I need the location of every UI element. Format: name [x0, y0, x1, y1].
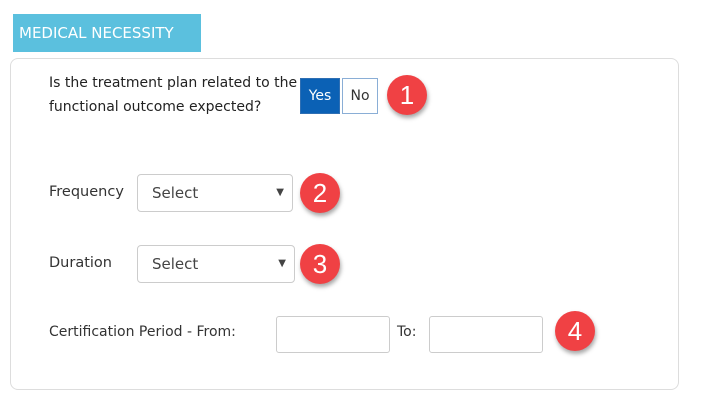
- certification-to-input[interactable]: [429, 316, 543, 353]
- frequency-label: Frequency: [49, 184, 124, 200]
- section-header: MEDICAL NECESSITY: [13, 14, 201, 52]
- duration-label: Duration: [49, 255, 112, 271]
- callout-badge-1: 1: [387, 75, 427, 115]
- callout-badge-4: 4: [555, 311, 595, 351]
- duration-value: Select: [152, 255, 199, 273]
- yes-button[interactable]: Yes: [300, 78, 340, 114]
- frequency-select[interactable]: Select ▼: [137, 174, 293, 212]
- dropdown-arrow-icon: ▼: [278, 258, 286, 269]
- duration-select[interactable]: Select ▼: [137, 245, 295, 283]
- treatment-plan-question: Is the treatment plan related to the fun…: [49, 75, 298, 115]
- certification-from-label: Certification Period - From:: [49, 324, 236, 340]
- callout-badge-2: 2: [300, 173, 340, 213]
- medical-necessity-panel: [10, 58, 679, 390]
- certification-from-input[interactable]: [276, 316, 390, 353]
- dropdown-arrow-icon: ▼: [276, 187, 284, 198]
- no-button[interactable]: No: [342, 78, 378, 114]
- callout-badge-3: 3: [300, 244, 340, 284]
- frequency-value: Select: [152, 184, 199, 202]
- certification-to-label: To:: [397, 324, 417, 340]
